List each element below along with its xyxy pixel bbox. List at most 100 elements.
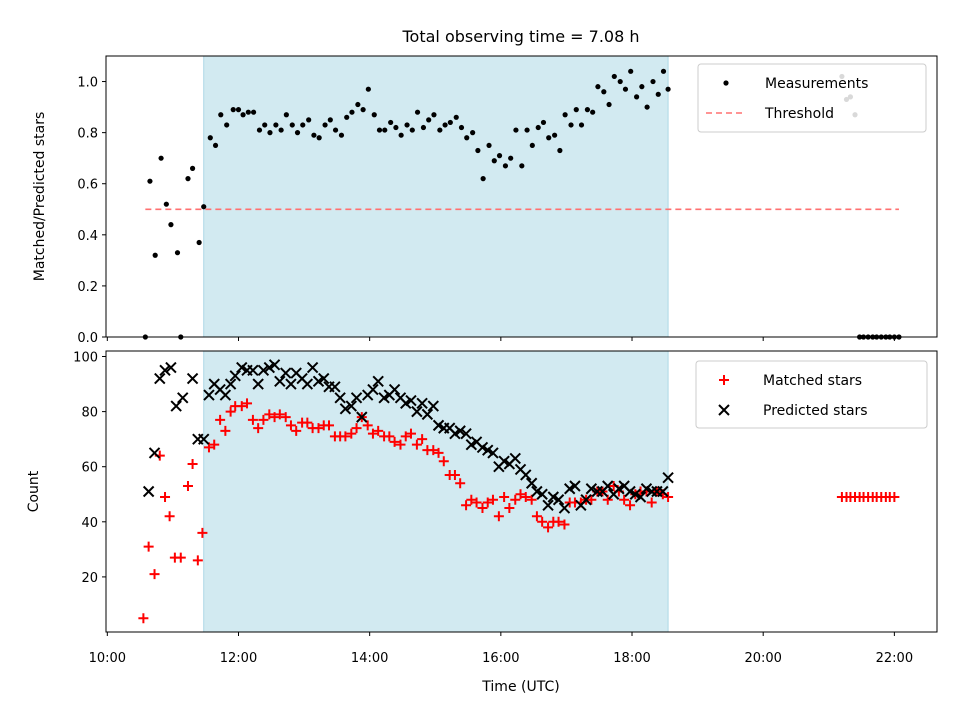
ratio-y-tick-label: 1.0 <box>77 76 98 91</box>
count-point <box>487 447 499 459</box>
count-point <box>405 394 417 407</box>
count-point <box>345 400 358 412</box>
count-point <box>203 442 214 453</box>
ratio-point <box>283 112 289 118</box>
count-point <box>242 398 253 409</box>
count-point <box>552 494 565 506</box>
count-point <box>400 431 411 442</box>
ratio-point <box>344 114 350 120</box>
count-y-axis-label: Count <box>26 470 42 512</box>
ratio-point <box>371 112 377 118</box>
count-point <box>482 497 493 508</box>
count-point <box>252 378 264 390</box>
legend-frame <box>697 63 927 133</box>
count-point <box>177 392 189 404</box>
count-point <box>247 414 258 425</box>
ratio-point <box>256 127 263 133</box>
x-tick-label: 16:00 <box>482 651 519 666</box>
count-axes-frame <box>105 350 938 633</box>
count-point <box>460 427 472 440</box>
ratio-point <box>562 112 568 118</box>
count-point <box>388 383 401 396</box>
count-point <box>558 502 571 514</box>
count-point <box>428 445 439 456</box>
count-point <box>542 499 554 511</box>
x-tick-label: 12:00 <box>220 651 257 666</box>
count-point <box>421 408 434 421</box>
ratio-point <box>491 158 497 164</box>
count-point <box>350 392 363 404</box>
x-tick-label: 20:00 <box>744 651 781 666</box>
ratio-point <box>294 130 301 136</box>
count-point <box>417 434 428 445</box>
ratio-point <box>502 163 509 169</box>
count-point <box>215 414 226 425</box>
ratio-observing-window <box>203 55 669 338</box>
ratio-point <box>524 127 530 133</box>
count-point <box>356 411 368 423</box>
ratio-y-tick-label: 0.4 <box>77 229 98 244</box>
ratio-point <box>486 142 492 149</box>
count-point <box>334 392 346 404</box>
ratio-point <box>573 107 579 113</box>
ratio-point <box>289 122 295 128</box>
ratio-point <box>634 94 640 100</box>
count-point <box>645 485 658 498</box>
ratio-point <box>388 119 394 126</box>
ratio-point <box>606 101 612 108</box>
count-point <box>662 472 674 484</box>
ratio-point <box>168 222 174 228</box>
ratio-point <box>250 109 257 115</box>
count-point <box>209 439 220 450</box>
count-point <box>449 469 460 480</box>
ratio-point <box>535 124 541 131</box>
count-point <box>220 425 231 436</box>
count-point <box>318 372 330 385</box>
count-point <box>198 433 210 445</box>
count-point <box>339 403 352 415</box>
count-y-tick-label: 80 <box>81 406 98 421</box>
count-point <box>160 492 171 503</box>
ratio-point <box>475 147 481 154</box>
count-point <box>203 389 215 401</box>
ratio-point <box>552 132 558 138</box>
count-point <box>619 494 630 505</box>
count-point <box>285 420 296 431</box>
legend-label: Measurements <box>765 76 868 92</box>
ratio-point <box>306 117 312 123</box>
count-point <box>585 483 598 495</box>
count-point <box>187 458 198 469</box>
count-point <box>138 613 149 624</box>
ratio-point <box>464 135 470 141</box>
count-point <box>192 555 203 566</box>
count-point <box>182 480 193 491</box>
count-point <box>559 519 570 530</box>
x-axis-label: Time (UTC) <box>481 679 559 695</box>
ratio-point <box>414 109 421 115</box>
ratio-legend: Measurements Threshold <box>697 63 927 133</box>
count-point <box>461 500 472 511</box>
ratio-point <box>404 122 410 128</box>
ratio-point <box>496 153 503 159</box>
count-point <box>586 494 597 505</box>
count-point <box>372 375 384 388</box>
count-point <box>274 375 286 388</box>
count-point <box>454 425 466 437</box>
legend-frame <box>695 360 928 429</box>
x-tick-label: 14:00 <box>351 651 388 666</box>
count-point <box>224 378 237 390</box>
x-tick-label: 10:00 <box>89 651 126 666</box>
ratio-point <box>196 239 202 246</box>
ratio-point <box>316 135 322 141</box>
ratio-point <box>409 127 415 133</box>
ratio-point <box>212 142 219 149</box>
count-point <box>553 516 564 527</box>
ratio-y-tick-label: 0.8 <box>77 127 98 142</box>
count-point <box>499 492 510 503</box>
ratio-point <box>650 78 656 85</box>
ratio-point <box>300 122 306 128</box>
count-point <box>646 497 657 508</box>
ratio-point <box>447 119 453 126</box>
ratio-point <box>349 109 355 115</box>
ratio-point <box>519 163 525 169</box>
